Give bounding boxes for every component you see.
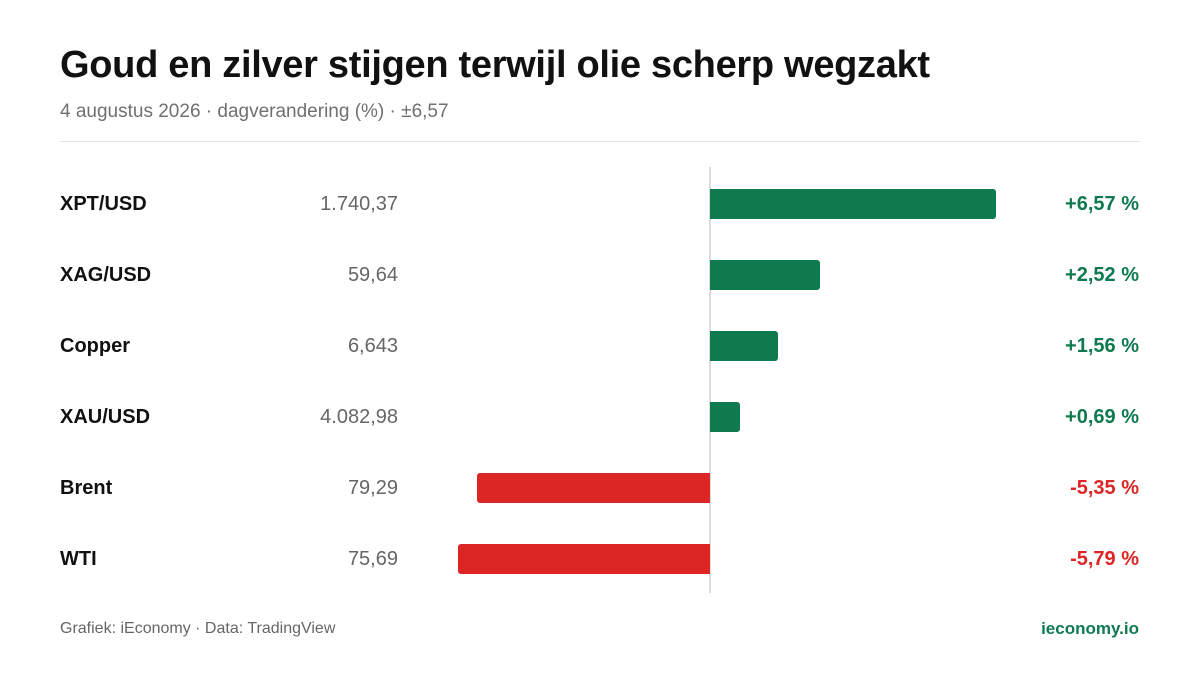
price-value: 1.740,37 [320, 193, 398, 215]
chart-row: Copper 6,643 +1,56 % [0, 331, 1200, 361]
price-value: 6,643 [347, 335, 398, 357]
chart-row: XPT/USD 1.740,37 +6,57 % [0, 189, 1200, 219]
price-value: 4.082,98 [320, 406, 398, 428]
category-label: XAG/USD [60, 264, 152, 286]
chart-bar [710, 189, 996, 219]
chart-bar [710, 331, 778, 361]
price-value: 75,69 [347, 548, 398, 570]
change-label: +2,52 % [1065, 264, 1139, 286]
site-link[interactable]: ieconomy.io [1041, 619, 1139, 638]
chart-bar [710, 260, 820, 290]
change-label: +0,69 % [1065, 406, 1139, 428]
change-label: +6,57 % [1065, 193, 1139, 215]
chart-row: Brent 79,29 -5,35 % [0, 473, 1200, 503]
category-label: XPT/USD [60, 193, 147, 215]
header-divider [60, 141, 1140, 142]
price-value: 59,64 [347, 264, 398, 286]
chart-row: XAG/USD 59,64 +2,52 % [0, 260, 1200, 290]
price-value: 79,29 [347, 477, 398, 499]
chart-bar [710, 402, 741, 432]
category-label: WTI [60, 548, 97, 570]
chart-subtitle: 4 augustus 2026 · dagverandering (%) · ±… [60, 101, 449, 122]
category-label: Brent [60, 477, 113, 499]
chart-title: Goud en zilver stijgen terwijl olie sche… [60, 44, 930, 86]
chart-row: WTI 75,69 -5,79 % [0, 544, 1200, 574]
change-label: -5,35 % [1070, 477, 1139, 499]
chart-bar [477, 473, 710, 503]
chart-row: XAU/USD 4.082,98 +0,69 % [0, 402, 1200, 432]
source-credit: Grafiek: iEconomy · Data: TradingView [60, 620, 336, 637]
zero-axis-line [709, 167, 711, 593]
category-label: XAU/USD [60, 406, 151, 428]
change-label: -5,79 % [1070, 548, 1139, 570]
category-label: Copper [60, 335, 130, 357]
change-label: +1,56 % [1065, 335, 1139, 357]
chart-bar [457, 544, 710, 574]
